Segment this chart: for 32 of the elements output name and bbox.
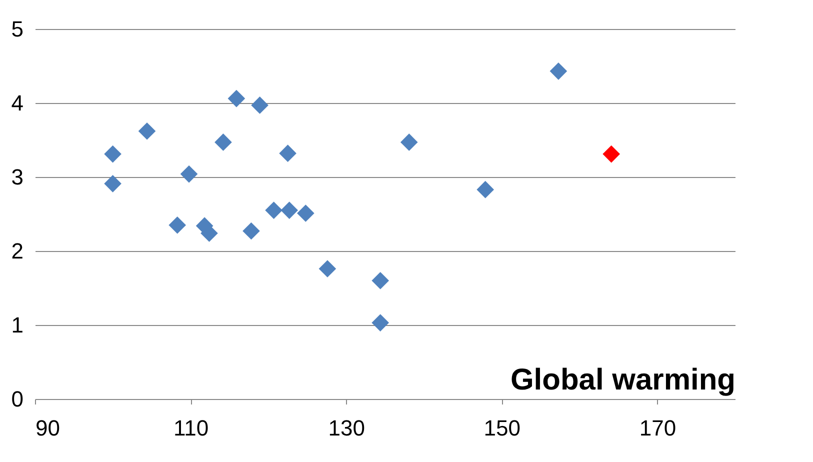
y-tick-label: 3 [11,164,24,190]
point [265,202,282,219]
point [104,145,122,163]
y-tick-label: 4 [11,90,24,116]
point [242,222,260,240]
y-tick-label: 0 [11,386,24,412]
point [297,204,314,222]
point [138,122,156,140]
point [214,134,232,151]
point [180,165,198,183]
point [280,202,298,219]
x-tick-label: 150 [484,416,521,440]
point [228,90,246,108]
point [372,314,389,332]
x-tick-label: 130 [328,416,365,440]
point [602,145,620,163]
y-tick-label: 5 [11,16,24,42]
x-tick-label: 110 [174,416,209,440]
x-tick-label: 90 [36,416,60,440]
point [400,134,418,151]
point [372,272,389,290]
point [251,96,268,114]
x-axis-title: Global warming [510,364,736,396]
point [476,180,494,198]
x-tick-label: 170 [639,416,676,440]
point [318,260,336,278]
point [104,175,122,192]
point [168,216,186,234]
point [279,144,296,162]
point [550,62,568,80]
y-tick-label: 1 [11,312,24,338]
y-tick-label: 2 [11,238,24,264]
